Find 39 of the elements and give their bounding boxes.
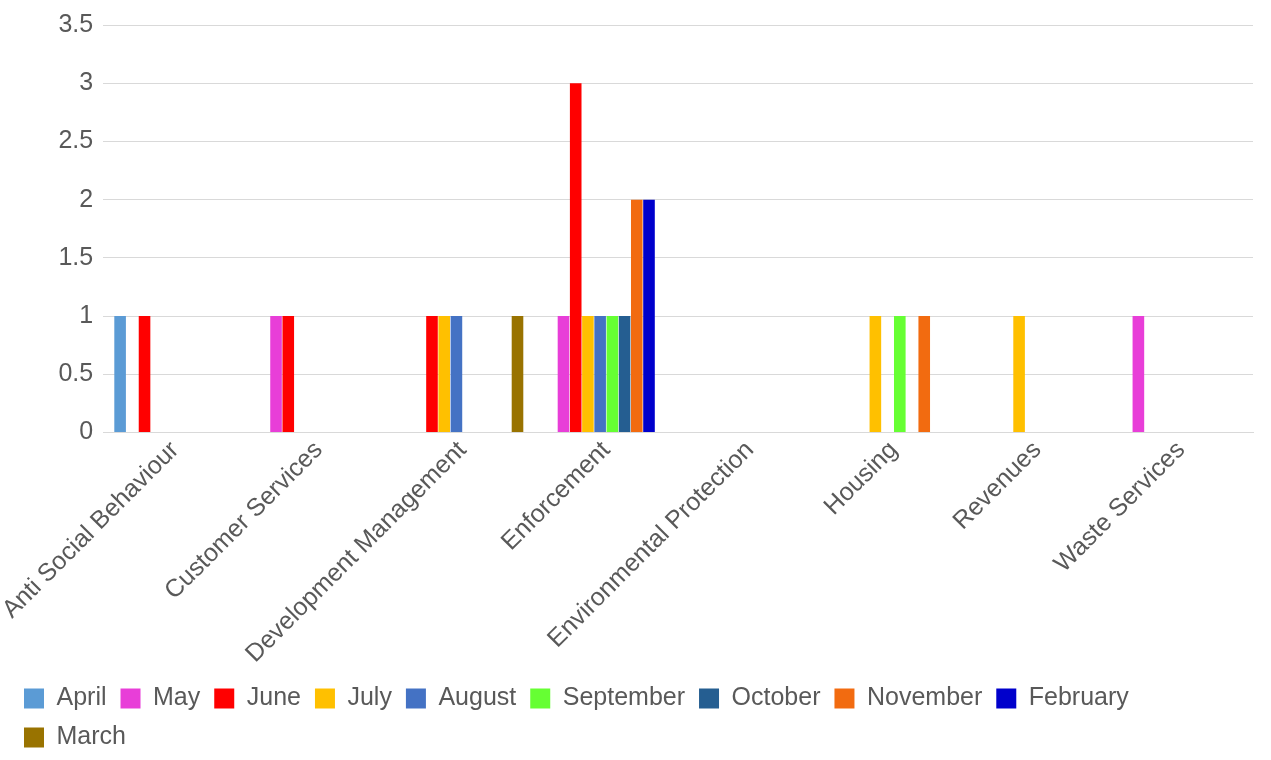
- legend-label: November: [866, 682, 983, 711]
- legend-label: September: [562, 682, 686, 711]
- legend-label: April: [56, 682, 107, 711]
- bar: [1013, 316, 1025, 433]
- bar: [511, 316, 524, 433]
- bar: [138, 316, 151, 433]
- y-tick-label: 1: [79, 299, 94, 328]
- bar: [557, 316, 570, 433]
- y-tick-label: 2: [79, 183, 94, 212]
- bar: [894, 316, 906, 433]
- legend-label: August: [438, 682, 517, 711]
- legend-label: March: [56, 721, 126, 750]
- bar: [114, 316, 126, 433]
- y-tick-label: 0: [79, 416, 94, 445]
- bar: [270, 316, 282, 433]
- bar: [630, 199, 643, 433]
- bar: [643, 199, 655, 433]
- bar: [438, 316, 450, 433]
- legend-label: February: [1028, 682, 1130, 711]
- y-tick-label: 0.5: [58, 358, 94, 387]
- bar: [582, 316, 594, 433]
- legend-label: October: [731, 682, 821, 711]
- bar: [426, 316, 438, 433]
- bar: [618, 316, 631, 433]
- legend-label: June: [246, 682, 301, 711]
- legend-label: July: [347, 682, 393, 711]
- bar: [450, 316, 463, 433]
- bar: [569, 83, 582, 433]
- bar: [869, 316, 882, 433]
- y-tick-label: 2.5: [58, 125, 94, 154]
- y-tick-label: 3: [79, 67, 94, 96]
- bar: [594, 316, 606, 433]
- bar: [1132, 316, 1145, 433]
- bar: [606, 316, 619, 433]
- y-tick-label: 1.5: [58, 241, 94, 270]
- bar: [282, 316, 295, 433]
- legend-label: May: [153, 682, 201, 711]
- y-tick-label: 3.5: [58, 8, 94, 37]
- bar: [918, 316, 931, 433]
